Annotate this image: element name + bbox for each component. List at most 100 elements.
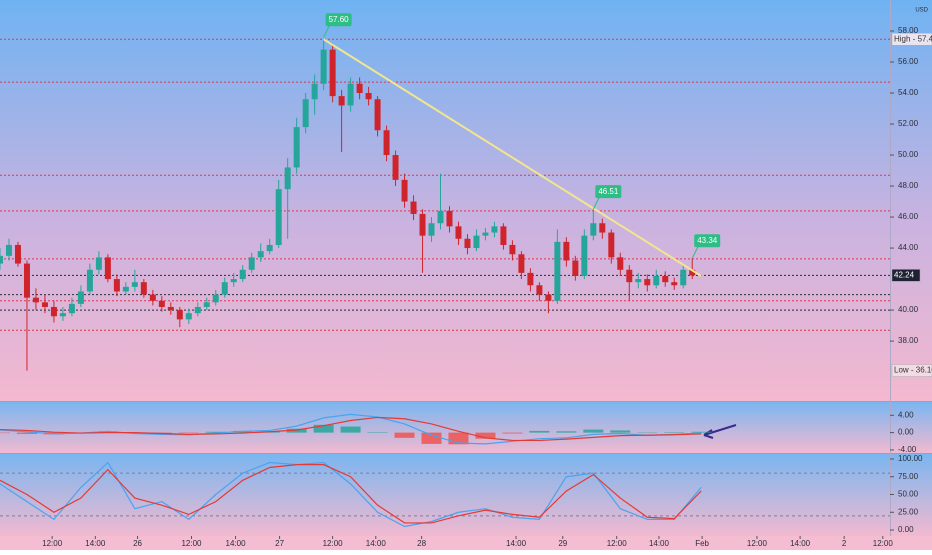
signal-line — [0, 416, 702, 442]
macd-histogram-bar — [448, 432, 469, 445]
macd-histogram-bar — [178, 432, 199, 434]
candle-body — [104, 257, 111, 280]
candle-body — [410, 201, 417, 214]
candle-body — [176, 310, 183, 320]
candle-body — [212, 294, 219, 303]
candle-body — [0, 255, 3, 264]
x-tick-label: 12:00 — [747, 539, 768, 548]
macd-histogram-bar — [421, 432, 442, 444]
y-tick-label: 40.00 — [898, 305, 919, 314]
candle-body — [491, 226, 498, 233]
annotation-label: 43.34 — [697, 236, 718, 245]
x-tick-label: 12:00 — [323, 539, 344, 548]
candle-body — [554, 241, 561, 301]
candle-body — [446, 210, 453, 227]
candle-body — [662, 275, 669, 283]
last-price-label: 42.24 — [894, 270, 915, 279]
y-tick-label: 50.00 — [898, 150, 919, 159]
candle-body — [545, 294, 552, 301]
annotation-pointer — [323, 24, 331, 38]
x-tick-label: 26 — [133, 539, 142, 548]
y-tick-label: 0.00 — [898, 525, 914, 534]
main-pane — [0, 0, 932, 401]
x-tick-label: 29 — [558, 539, 567, 548]
x-tick-label: 12:00 — [42, 539, 63, 548]
annotation-pointer — [691, 246, 699, 259]
y-tick-label: 25.00 — [898, 507, 919, 516]
candle-body — [32, 297, 39, 303]
x-tick-label: 14:00 — [649, 539, 670, 548]
macd-histogram-bar — [394, 432, 415, 438]
stoch-pane — [0, 454, 932, 536]
candle-body — [671, 282, 678, 286]
candle-body — [293, 127, 300, 168]
candle-body — [23, 263, 30, 298]
y-tick-label: 44.00 — [898, 243, 919, 252]
candle-body — [338, 96, 345, 106]
candle-body — [608, 232, 615, 258]
candle-body — [131, 282, 138, 287]
candle-body — [401, 179, 408, 202]
candle-body — [563, 241, 570, 261]
annotation-label: 57.60 — [329, 15, 350, 24]
candle-body — [356, 83, 363, 94]
candle-body — [311, 83, 318, 100]
annotation-pointer — [592, 196, 600, 210]
candle-body — [428, 223, 435, 236]
candle-body — [239, 269, 246, 280]
trendline — [323, 38, 702, 277]
macd-histogram-bar — [610, 430, 631, 433]
y-tick-label: 46.00 — [898, 212, 919, 221]
x-tick-label: 14:00 — [85, 539, 106, 548]
y-tick-label: 58.00 — [898, 26, 919, 35]
candle-body — [536, 285, 543, 295]
candle-body — [464, 238, 471, 249]
candle-body — [437, 210, 444, 224]
macd-histogram-bar — [637, 432, 658, 434]
candle-body — [329, 49, 336, 97]
candle-body — [149, 294, 156, 301]
y-tick-label: 52.00 — [898, 119, 919, 128]
candle-body — [194, 306, 201, 314]
x-tick-label: 14:00 — [790, 539, 811, 548]
y-tick-label: -4.00 — [898, 445, 917, 454]
candle-body — [122, 286, 129, 292]
macd-histogram-bar — [367, 432, 388, 433]
macd-histogram-bar — [313, 424, 334, 433]
x-tick-label: 12:00 — [873, 539, 894, 548]
macd-histogram-bar — [97, 431, 118, 433]
macd-histogram-bar — [0, 432, 10, 434]
candle-body — [455, 226, 462, 239]
candle-body — [581, 235, 588, 276]
last-price-box — [891, 269, 921, 282]
candle-body — [644, 279, 651, 286]
annotation-label: 46.51 — [598, 187, 619, 196]
candle-body — [167, 306, 174, 311]
y-tick-label: 100.00 — [898, 454, 923, 463]
candle-body — [248, 257, 255, 270]
candle-body — [617, 257, 624, 270]
macd-histogram-bar — [529, 430, 550, 433]
candle-body — [185, 313, 192, 320]
y-tick-label: 0.00 — [898, 428, 914, 437]
candle-body — [50, 306, 57, 317]
annotation-box — [595, 185, 622, 199]
candle-body — [590, 223, 597, 236]
candle-body — [527, 272, 534, 286]
x-tick-label: 28 — [417, 539, 426, 548]
candle-body — [626, 269, 633, 283]
candle-body — [320, 49, 327, 84]
macd-pane — [0, 402, 932, 453]
x-tick-label: 12:00 — [607, 539, 628, 548]
candle-body — [203, 302, 210, 307]
candle-body — [365, 93, 372, 100]
x-tick-label: 14:00 — [506, 539, 527, 548]
candle-body — [419, 213, 426, 236]
high-box — [891, 32, 932, 46]
candle-body — [680, 269, 687, 286]
y-tick-label: 4.00 — [898, 410, 914, 419]
macd-histogram-bar — [205, 431, 226, 433]
candle-body — [140, 282, 147, 295]
candle-body — [572, 260, 579, 276]
